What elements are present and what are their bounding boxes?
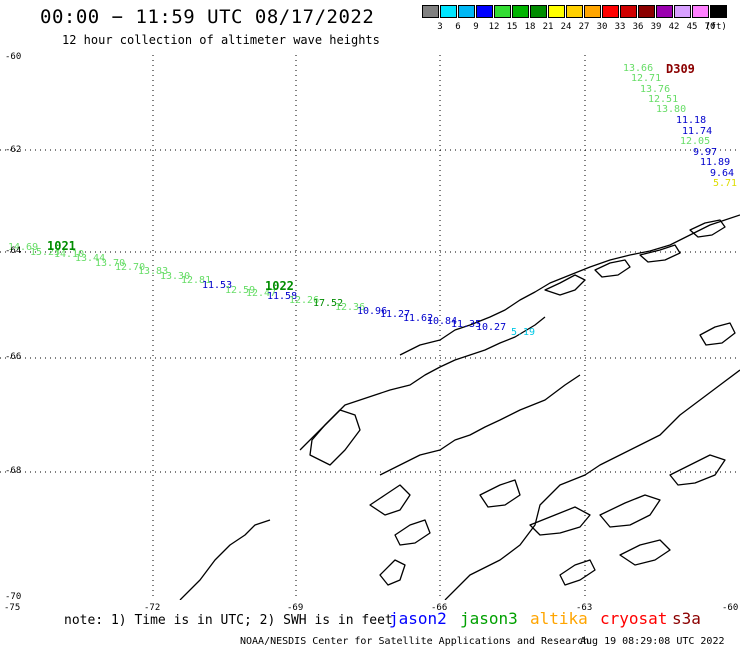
color-scale-label: 6 — [455, 22, 461, 32]
wave-height-label: 10.84 — [427, 316, 457, 327]
lon-label: -75 — [4, 603, 21, 613]
units-note: note: 1) Time is in UTC; 2) SWH is in fe… — [64, 613, 393, 628]
mission-jason2: jason2 — [389, 609, 447, 628]
wave-height-label: 11.35 — [451, 319, 481, 330]
wave-height-label: 15.23 — [30, 247, 60, 258]
color-swatch — [530, 5, 547, 18]
color-scale-label: 70 — [704, 22, 716, 32]
wave-height-label: 13.70 — [95, 258, 125, 269]
color-swatch — [494, 5, 511, 18]
lon-label: -60 — [722, 603, 739, 613]
color-scale-label: 24 — [560, 22, 572, 32]
wave-height-map: 13.6612.7113.7612.5113.8011.1811.7412.05… — [0, 55, 740, 600]
lon-label: -72 — [144, 603, 161, 613]
wave-height-label: 12.05 — [680, 136, 710, 147]
timestamp-text: Aug 19 08:29:08 UTC 2022 — [580, 636, 725, 647]
color-scale-label: 45 — [686, 22, 698, 32]
wave-height-label: 13.66 — [623, 63, 653, 74]
color-scale-label: 33 — [614, 22, 626, 32]
satellite-tracks: 13.6612.7113.7612.5113.8011.1811.7412.05… — [8, 62, 737, 338]
lat-label: -62 — [5, 145, 22, 155]
color-scale-label: 15 — [506, 22, 518, 32]
lat-label: -70 — [5, 592, 22, 602]
wave-height-label: 11.74 — [682, 126, 712, 137]
color-swatch — [476, 5, 493, 18]
wave-height-label: 12.26 — [289, 295, 319, 306]
color-swatch — [458, 5, 475, 18]
wave-height-label: 13.44 — [75, 253, 105, 264]
lat-label: -60 — [5, 52, 22, 62]
color-swatch — [440, 5, 457, 18]
wave-height-label: 13.80 — [656, 104, 686, 115]
color-swatch — [584, 5, 601, 18]
wave-height-label: 12.59 — [225, 285, 255, 296]
track-id-label: D309 — [666, 62, 695, 76]
wave-height-label: 10.96 — [357, 306, 387, 317]
coastline — [179, 214, 740, 600]
wave-height-label: 12.51 — [648, 94, 678, 105]
wave-height-label: 5.19 — [511, 327, 535, 338]
wave-height-label: 5.71 — [713, 178, 737, 189]
wave-height-label: 13.83 — [138, 266, 168, 277]
color-swatch — [638, 5, 655, 18]
wave-height-label: 12.36 — [335, 302, 365, 313]
wave-height-label: 12.70 — [115, 262, 145, 273]
wave-height-label: 14.10 — [54, 249, 84, 260]
color-swatch — [656, 5, 673, 18]
lon-label: -63 — [576, 603, 593, 613]
lat-label: -66 — [5, 352, 22, 362]
color-scale-label: 42 — [668, 22, 680, 32]
color-scale-label: 30 — [596, 22, 608, 32]
color-swatch — [602, 5, 619, 18]
color-scale-label: 36 — [632, 22, 644, 32]
wave-height-label: 13.30 — [160, 271, 190, 282]
map-title: 00:00 − 11:59 UTC 08/17/2022 — [40, 6, 375, 28]
color-scale-label: 18 — [524, 22, 536, 32]
scale-unit: (ft) — [705, 22, 727, 32]
wave-height-label: 10.27 — [476, 322, 506, 333]
wave-height-label: 11.62 — [403, 313, 433, 324]
wave-height-label: 9.64 — [710, 168, 734, 179]
color-swatch — [620, 5, 637, 18]
wave-height-label: 17.52 — [313, 298, 343, 309]
track-id-label: 1021 — [47, 239, 76, 253]
wave-height-label: 11.58 — [267, 291, 297, 302]
mission-altika: altika — [530, 609, 588, 628]
wave-height-label: 14.69 — [8, 242, 38, 253]
track-id-label: 1022 — [265, 279, 294, 293]
lon-label: -66 — [431, 603, 448, 613]
mission-cryosat: cryosat — [600, 609, 668, 628]
mission-s3a: s3a — [672, 609, 701, 628]
color-swatch — [512, 5, 529, 18]
graticule — [0, 55, 740, 600]
color-scale-label: 39 — [650, 22, 662, 32]
wave-height-label: 12.47 — [246, 288, 276, 299]
lat-label: -64 — [5, 246, 22, 256]
color-scale-label: 21 — [542, 22, 554, 32]
color-swatch — [692, 5, 709, 18]
color-scale-label: 9 — [473, 22, 479, 32]
color-scale-label: 27 — [578, 22, 590, 32]
wave-height-label: 12.71 — [631, 73, 661, 84]
wave-height-label: 11.18 — [676, 115, 706, 126]
credit-text: NOAA/NESDIS Center for Satellite Applica… — [240, 636, 590, 647]
wave-height-label: 12.81 — [181, 275, 211, 286]
wave-height-label: 11.53 — [202, 280, 232, 291]
wave-height-label: 13.76 — [640, 84, 670, 95]
map-subtitle: 12 hour collection of altimeter wave hei… — [62, 33, 380, 47]
color-scale-label: 3 — [437, 22, 443, 32]
lat-label: -68 — [5, 466, 22, 476]
color-swatch — [566, 5, 583, 18]
map-background — [0, 55, 740, 600]
color-swatch — [422, 5, 439, 18]
color-swatch — [548, 5, 565, 18]
wave-height-label: 9.97 — [693, 147, 717, 158]
color-swatch — [710, 5, 727, 18]
mission-jason3: jason3 — [460, 609, 518, 628]
color-swatch — [674, 5, 691, 18]
lon-label: -69 — [287, 603, 304, 613]
wave-height-label: 11.27 — [380, 309, 410, 320]
wave-height-label: 11.89 — [700, 157, 730, 168]
color-scale-label: 12 — [488, 22, 500, 32]
